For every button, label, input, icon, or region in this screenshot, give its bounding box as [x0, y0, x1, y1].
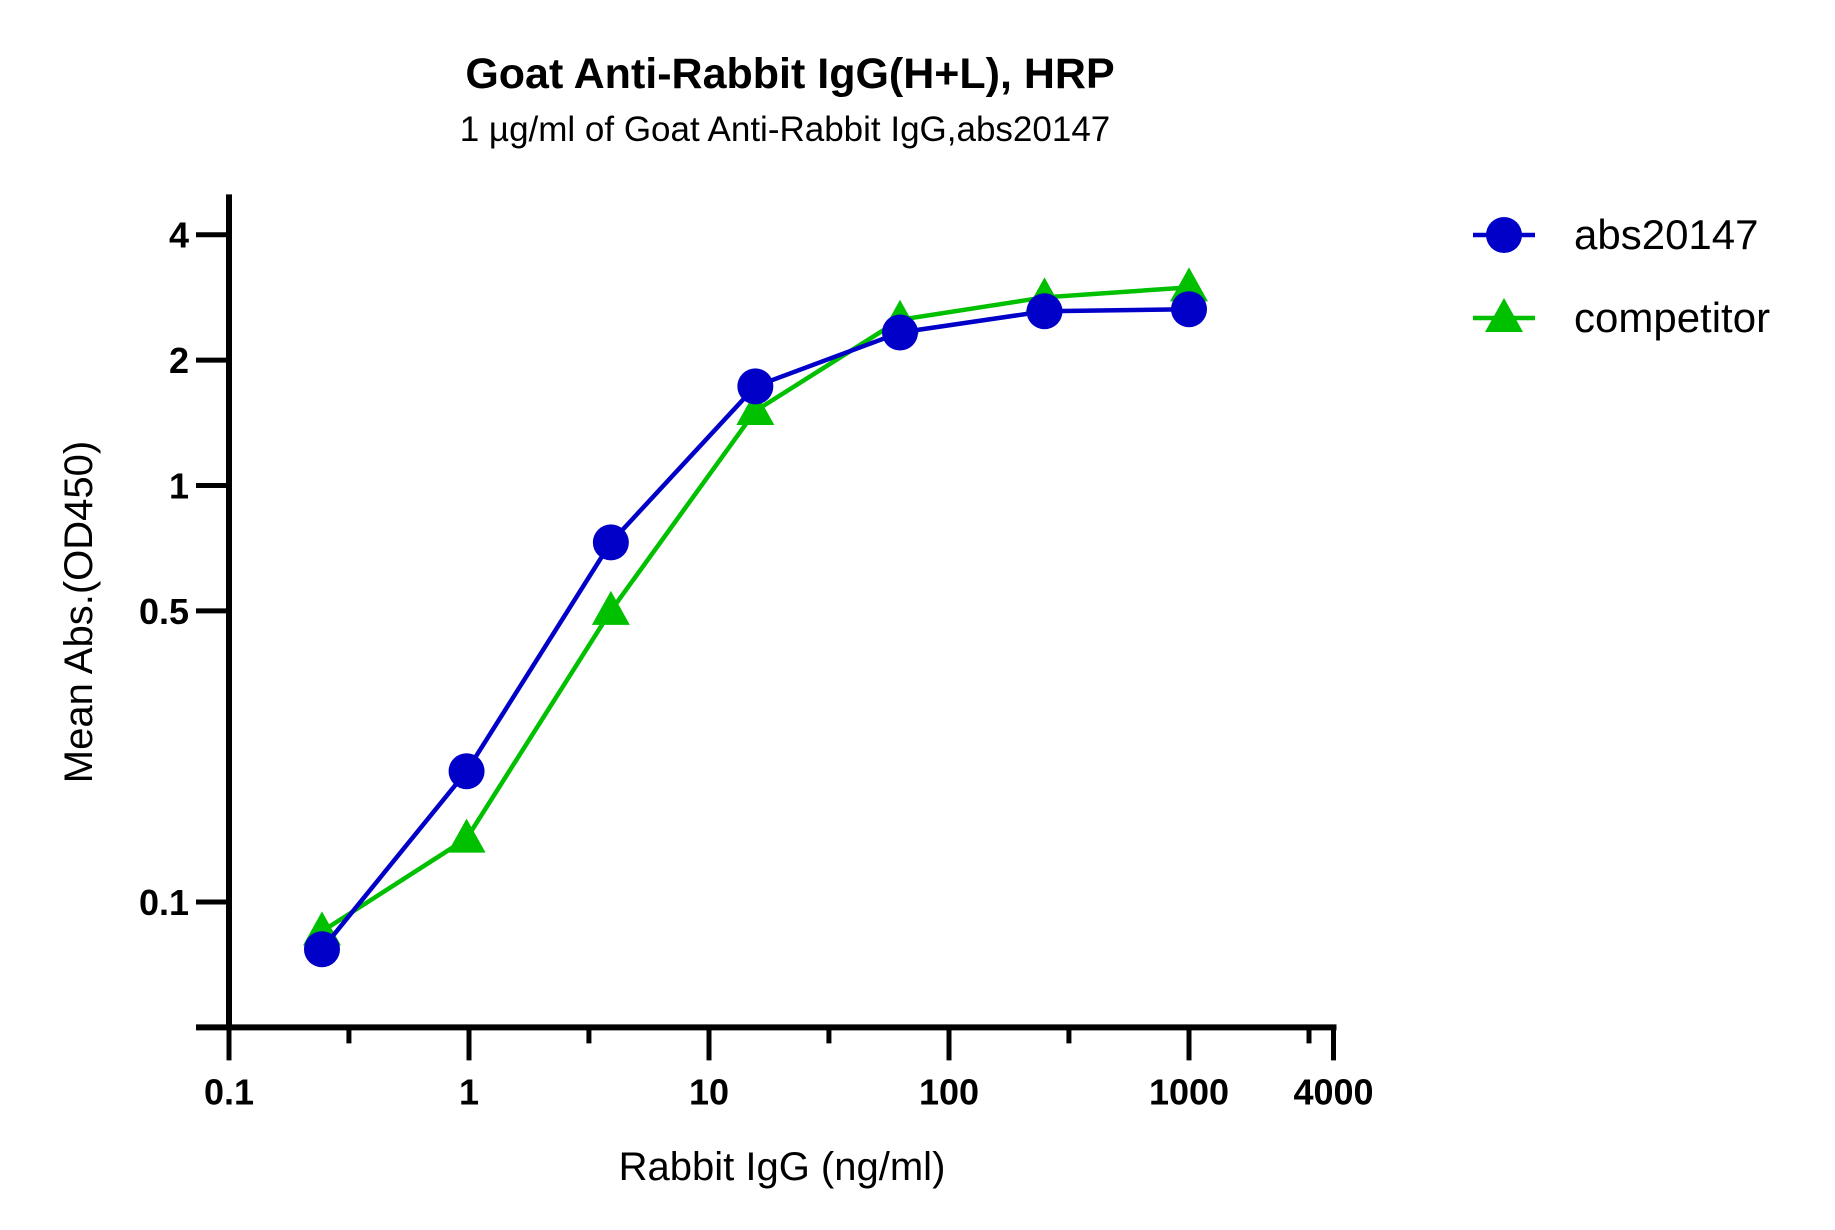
data-point-circle — [303, 931, 340, 968]
data-point-circle — [448, 753, 485, 790]
x-tick-label: 0.1 — [204, 1071, 254, 1112]
data-point-circle — [1486, 217, 1522, 253]
x-tick-label: 4000 — [1293, 1071, 1373, 1112]
y-tick-label: 0.5 — [139, 591, 189, 632]
legend-label: abs20147 — [1574, 211, 1759, 258]
y-tick-label: 4 — [169, 215, 189, 256]
chart-subtitle: 1 µg/ml of Goat Anti-Rabbit IgG,abs20147 — [460, 110, 1111, 149]
data-point-circle — [737, 368, 774, 405]
data-point-circle — [592, 524, 629, 561]
x-tick-label: 100 — [919, 1071, 979, 1112]
y-axis-label: Mean Abs.(OD450) — [57, 441, 101, 783]
data-point-circle — [1026, 293, 1063, 330]
data-point-triangle — [447, 818, 486, 853]
data-point-triangle — [591, 590, 630, 625]
data-point-circle — [882, 314, 919, 351]
x-axis-label: Rabbit IgG (ng/ml) — [619, 1145, 946, 1189]
y-tick-label: 1 — [169, 466, 189, 507]
x-tick-label: 10 — [689, 1071, 729, 1112]
chart-title: Goat Anti-Rabbit IgG(H+L), HRP — [465, 50, 1114, 98]
data-point-triangle — [736, 390, 775, 425]
series-abs20147 — [303, 291, 1207, 968]
legend-item: competitor — [1473, 294, 1770, 341]
y-tick-label: 2 — [169, 340, 189, 381]
y-tick-label: 0.1 — [139, 882, 189, 923]
data-point-triangle — [1170, 267, 1208, 302]
data-point-circle — [1171, 291, 1207, 328]
data-point-triangle — [1485, 298, 1523, 332]
legend-item: abs20147 — [1473, 211, 1759, 258]
x-tick-label: 1000 — [1149, 1071, 1229, 1112]
legend-label: competitor — [1574, 294, 1770, 341]
x-tick-label: 1 — [459, 1071, 479, 1112]
